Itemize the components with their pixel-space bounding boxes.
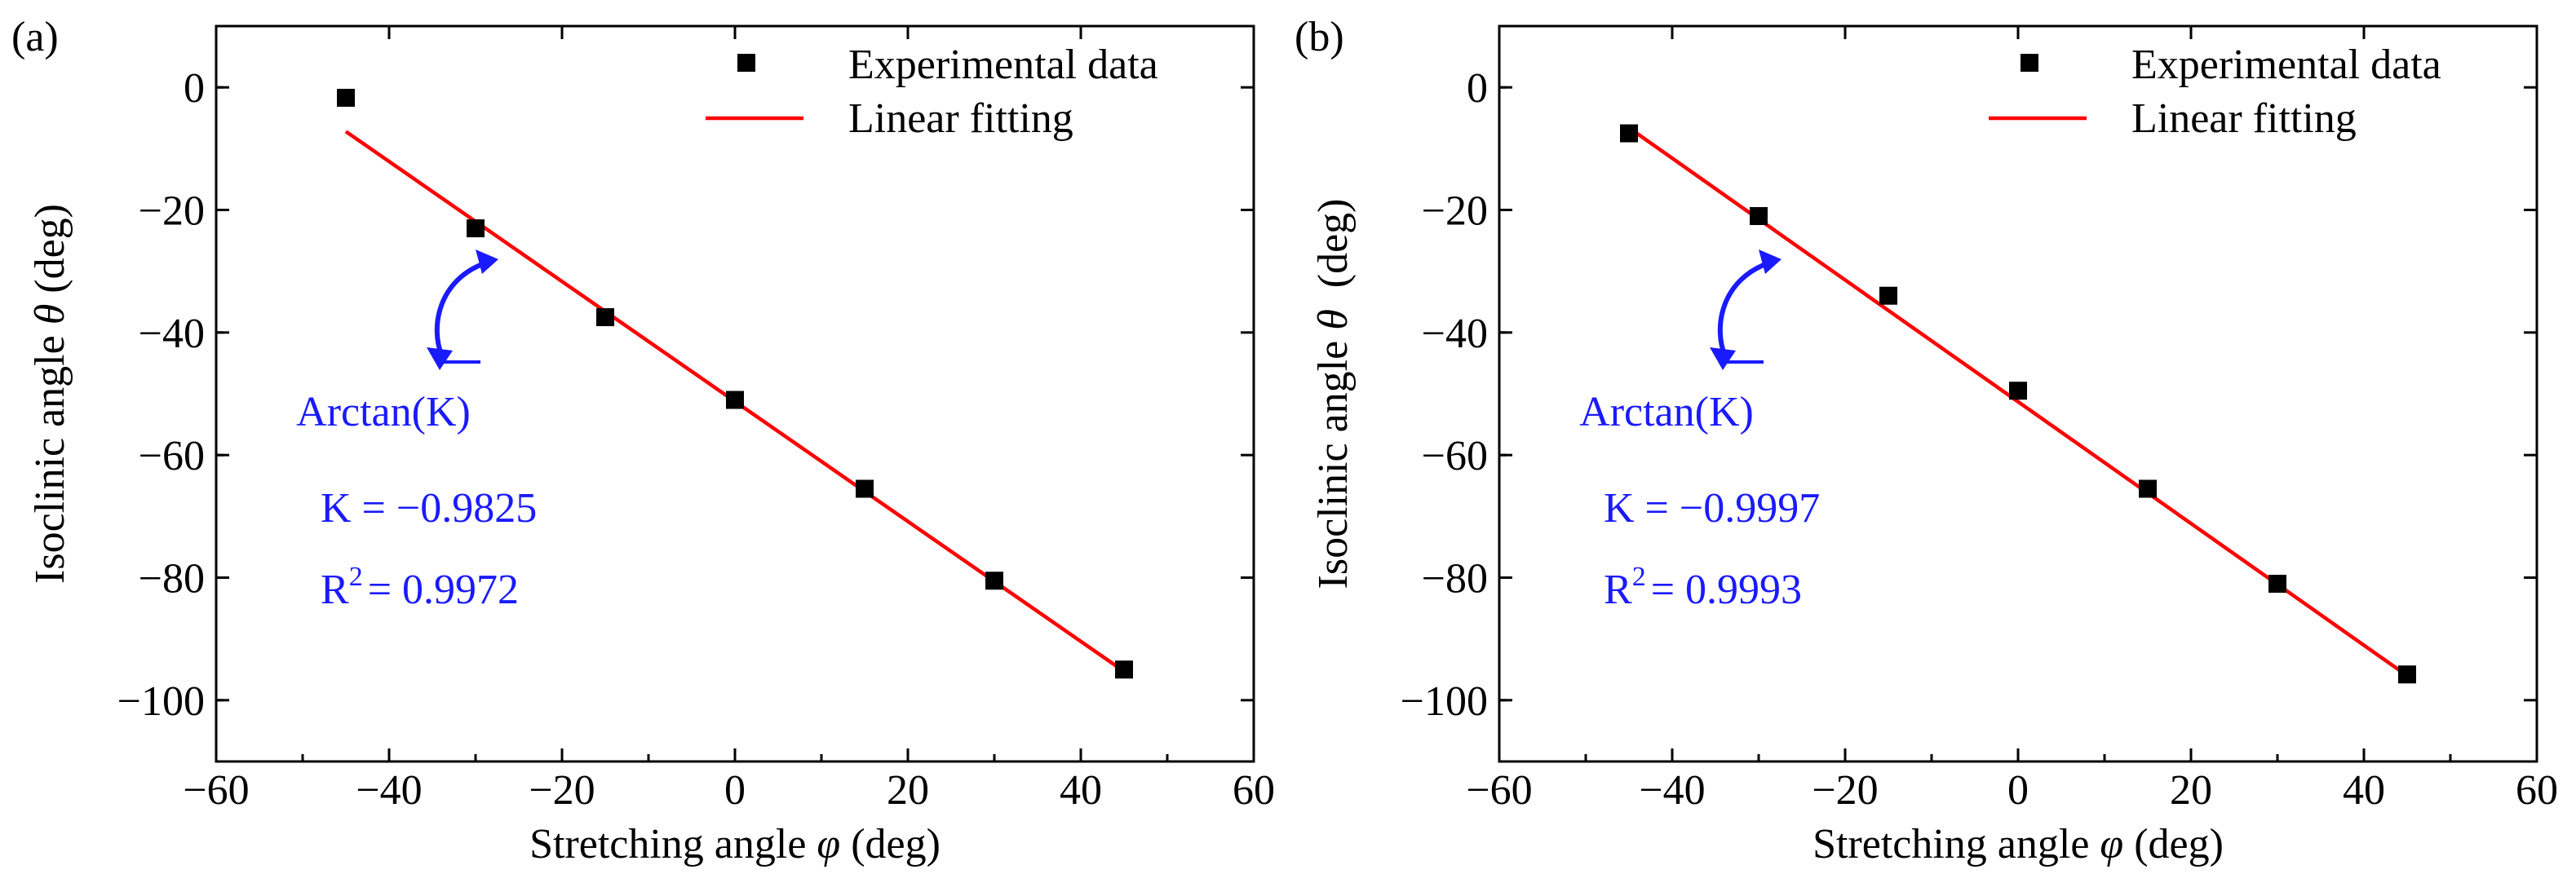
y-axis-label: Isoclinic angle θ (deg) [1310, 199, 1357, 589]
arrowhead-icon [427, 347, 453, 370]
x-axis-label: Stretching angle φ (deg) [1812, 821, 2224, 867]
y-tick-label: −100 [117, 678, 205, 725]
x-axis-label-text: Stretching angle [529, 821, 817, 867]
y-tick-label: −20 [139, 188, 205, 235]
x-tick-label: −60 [1466, 767, 1532, 814]
slope-label: K = −0.9997 [1604, 485, 1820, 532]
y-axis-symbol: θ [27, 304, 73, 325]
chart-panel-a: (a) −60 −40 −20 0 20 40 60 0 −20 −40 −60 −80 −100 Stre… [11, 14, 1275, 867]
legend-label-experimental: Experimental data [848, 42, 1158, 88]
legend-label-experimental: Experimental data [2131, 42, 2441, 88]
x-tick-label: 60 [1233, 767, 1275, 814]
x-tick-label: −20 [1812, 767, 1878, 814]
data-point [467, 219, 485, 238]
y-tick-label: −60 [1422, 433, 1488, 479]
y-axis-symbol: θ [1310, 309, 1357, 330]
x-tick-label: 60 [2516, 767, 2558, 814]
data-point [2139, 479, 2157, 498]
x-axis-symbol: φ [817, 821, 840, 867]
r-squared-symbol: R [1604, 567, 1632, 613]
x-tick-label: −60 [183, 767, 249, 814]
y-tick-label: −40 [1422, 311, 1488, 357]
data-point [2009, 382, 2027, 400]
r-squared-label: R2 = 0.9972 [321, 562, 519, 613]
y-tick-label: −40 [139, 311, 205, 357]
x-tick-label: −40 [356, 767, 422, 814]
data-point [1879, 286, 1897, 305]
r-squared-value: = 0.9972 [368, 567, 519, 613]
legend-marker [737, 54, 755, 72]
r-squared-superscript: 2 [1632, 562, 1646, 592]
y-tick-label: −80 [139, 556, 205, 602]
arctan-arc [434, 260, 488, 358]
x-tick-label: −40 [1639, 767, 1705, 814]
y-axis-label-text: Isoclinic angle [1310, 330, 1357, 589]
data-point [2268, 575, 2286, 594]
y-tick-label: −80 [1422, 556, 1488, 602]
x-axis-label-text: Stretching angle [1812, 821, 2100, 867]
panel-label: (b) [1295, 14, 1344, 60]
data-point [985, 572, 1003, 590]
y-tick-label: −60 [139, 433, 205, 479]
legend-label-fitting: Linear fitting [848, 95, 1073, 142]
data-point [1115, 660, 1133, 679]
data-point [596, 308, 614, 327]
y-tick-label: −100 [1401, 678, 1488, 725]
y-axis-unit: (deg) [1310, 199, 1357, 310]
r-squared-label: R2 = 0.9993 [1604, 562, 1802, 613]
x-axis-label: Stretching angle φ (deg) [529, 821, 941, 867]
x-tick-label: 0 [724, 767, 746, 814]
y-axis-label: Isoclinic angle θ (deg) [27, 204, 73, 584]
y-axis-label-text: Isoclinic angle [27, 324, 73, 584]
data-point [2398, 665, 2416, 684]
x-tick-label: 40 [1060, 767, 1102, 814]
x-axis-unit: (deg) [2123, 821, 2224, 867]
slope-label: K = −0.9825 [321, 485, 537, 532]
y-tick-label: 0 [1467, 65, 1488, 112]
arctan-label: Arctan(K) [296, 389, 471, 435]
data-point [337, 88, 355, 107]
x-tick-label: 20 [887, 767, 929, 814]
arctan-label: Arctan(K) [1579, 389, 1754, 435]
y-tick-label: −20 [1422, 188, 1488, 235]
x-axis-symbol: φ [2100, 821, 2123, 867]
x-tick-label: −20 [529, 767, 595, 814]
legend-label-fitting: Linear fitting [2131, 95, 2357, 142]
data-point [1620, 124, 1638, 143]
x-tick-label: 40 [2343, 767, 2385, 814]
arrowhead-icon [476, 249, 498, 274]
x-tick-label: 0 [2007, 767, 2029, 814]
r-squared-symbol: R [321, 567, 349, 613]
chart-panel-b: (b) −60 −40 −20 0 20 40 60 0 −20 −40 −60 −80 −100 Stre… [1295, 14, 2558, 867]
y-axis-unit: (deg) [27, 204, 73, 304]
r-squared-value: = 0.9993 [1651, 567, 1802, 613]
legend-marker [2021, 54, 2038, 72]
data-point [726, 391, 744, 409]
x-tick-label: 20 [2170, 767, 2212, 814]
arrowhead-icon [1710, 347, 1736, 370]
arrowhead-icon [1759, 249, 1782, 274]
panel-label: (a) [11, 14, 59, 60]
y-tick-label: 0 [184, 65, 205, 112]
r-squared-superscript: 2 [349, 562, 363, 592]
x-axis-unit: (deg) [840, 821, 941, 867]
arctan-arc [1717, 260, 1771, 358]
data-point [856, 479, 874, 498]
data-point [1750, 207, 1768, 226]
